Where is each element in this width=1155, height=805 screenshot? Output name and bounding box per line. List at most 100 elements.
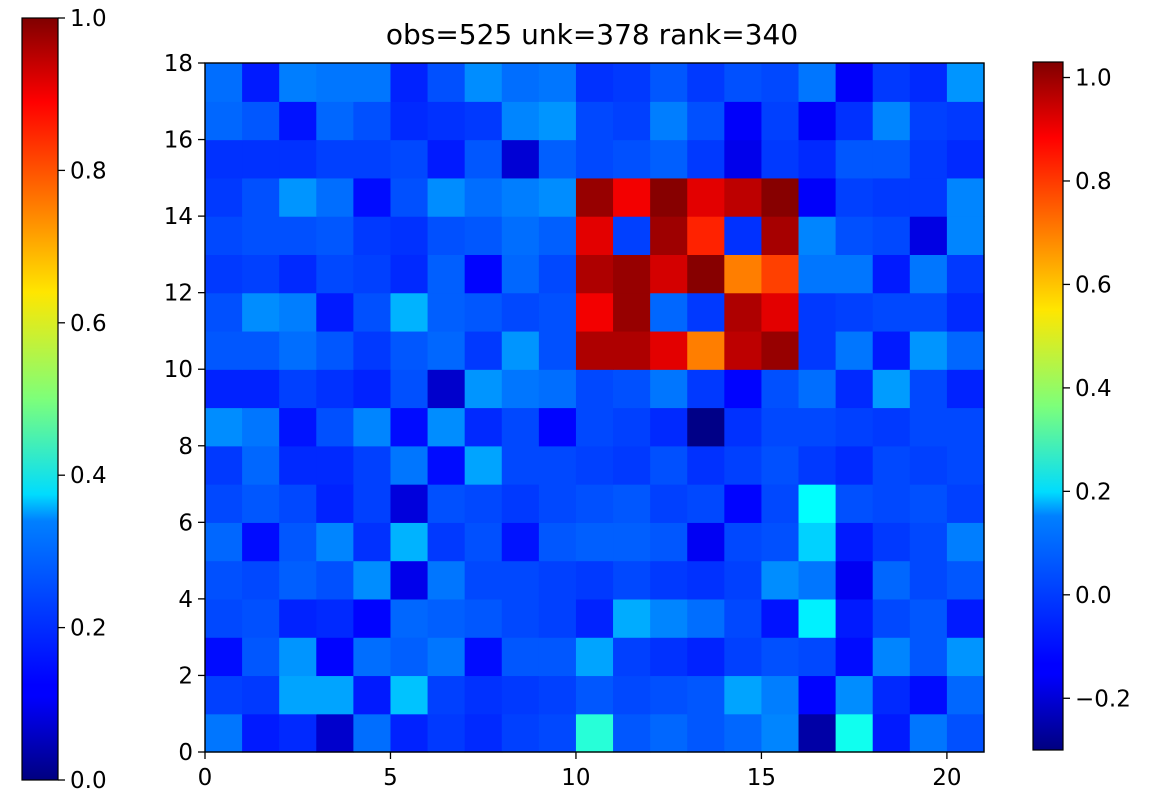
heatmap-cell (316, 713, 354, 753)
heatmap-cell (316, 637, 354, 677)
heatmap-cell (538, 560, 577, 600)
heatmap-cell (613, 522, 651, 562)
heatmap-cell (427, 675, 466, 715)
heatmap-cell (427, 177, 466, 217)
heatmap-cell (872, 101, 911, 141)
heatmap-cell (242, 177, 280, 217)
heatmap-cell (575, 216, 614, 255)
heatmap-cell (353, 522, 392, 562)
heatmap-cell (316, 675, 354, 715)
heatmap-cell (613, 292, 651, 332)
heatmap-cell (575, 484, 614, 523)
heatmap-cell (798, 522, 837, 562)
heatmap-cell (242, 63, 280, 102)
heatmap-cell (390, 216, 429, 255)
heatmap-cell (798, 254, 837, 294)
heatmap-cell (761, 101, 800, 141)
heatmap-cell (687, 330, 725, 370)
heatmap-cell (724, 713, 763, 753)
heatmap-cell (501, 484, 540, 523)
heatmap-cell (835, 407, 874, 447)
heatmap-cell (650, 484, 688, 523)
heatmap-cell (909, 445, 948, 485)
heatmap-cell (279, 177, 317, 217)
heatmap-cell (538, 63, 577, 102)
heatmap-cell (316, 484, 354, 523)
heatmap-cell (501, 675, 540, 715)
heatmap-cells (205, 63, 985, 753)
heatmap-cell (205, 330, 243, 370)
heatmap-cell (279, 560, 317, 600)
heatmap-cell (279, 675, 317, 715)
x-tick-label: 0 (198, 765, 213, 791)
heatmap-cell (390, 101, 429, 141)
heatmap-cell (205, 637, 243, 677)
heatmap-cell (724, 292, 763, 332)
heatmap-cell (687, 177, 725, 217)
y-axis-ticks: 0 2 4 6 8 10 12 14 16 18 (164, 51, 205, 766)
heatmap-cell (501, 216, 540, 255)
heatmap-cell (316, 598, 354, 638)
heatmap-cell (205, 101, 243, 141)
heatmap-cell (761, 330, 800, 370)
y-tick-label: 6 (178, 510, 193, 536)
heatmap-cell (390, 637, 429, 677)
heatmap-cell (205, 254, 243, 294)
heatmap-cell (353, 139, 392, 179)
heatmap-cell (316, 254, 354, 294)
heatmap-cell (946, 713, 985, 753)
y-tick-label: 12 (164, 281, 193, 307)
heatmap-cell (464, 177, 503, 217)
heatmap-cell (613, 484, 651, 523)
heatmap-cell (205, 560, 243, 600)
heatmap-cell (613, 254, 651, 294)
x-axis-ticks: 0 5 10 15 20 (198, 752, 962, 791)
x-tick-label: 15 (747, 765, 776, 791)
heatmap-cell (650, 216, 688, 255)
heatmap-cell (650, 675, 688, 715)
heatmap-cell (687, 445, 725, 485)
heatmap-cell (427, 254, 466, 294)
colorbar-tick-label: 0.2 (70, 616, 107, 642)
colorbar-tick-label: 0.2 (1075, 479, 1112, 505)
heatmap-cell (687, 292, 725, 332)
heatmap-cell (464, 139, 503, 179)
heatmap-cell (427, 101, 466, 141)
heatmap-cell (390, 445, 429, 485)
heatmap-cell (835, 598, 874, 638)
heatmap-cell (538, 675, 577, 715)
heatmap-cell (575, 101, 614, 141)
heatmap-cell (538, 330, 577, 370)
heatmap-cell (872, 216, 911, 255)
heatmap-cell (242, 637, 280, 677)
heatmap-cell (427, 139, 466, 179)
heatmap-cell (501, 713, 540, 753)
heatmap-cell (538, 445, 577, 485)
heatmap-cell (798, 598, 837, 638)
heatmap-cell (427, 637, 466, 677)
heatmap-cell (353, 484, 392, 523)
heatmap-cell (279, 598, 317, 638)
heatmap-cell (946, 522, 985, 562)
heatmap-cell (279, 484, 317, 523)
heatmap-cell (650, 369, 688, 409)
heatmap-cell (242, 445, 280, 485)
heatmap-cell (353, 637, 392, 677)
heatmap-cell (464, 63, 503, 102)
heatmap-cell (946, 216, 985, 255)
x-tick-label: 10 (561, 765, 590, 791)
heatmap-cell (205, 713, 243, 753)
heatmap-cell (279, 522, 317, 562)
heatmap-cell (798, 216, 837, 255)
heatmap-cell (798, 407, 837, 447)
heatmap-cell (613, 330, 651, 370)
heatmap-cell (909, 560, 948, 600)
heatmap-cell (613, 177, 651, 217)
heatmap-cell (279, 445, 317, 485)
heatmap-cell (761, 139, 800, 179)
heatmap-cell (909, 254, 948, 294)
heatmap-cell (316, 101, 354, 141)
heatmap-cell (575, 560, 614, 600)
heatmap-cell (872, 445, 911, 485)
heatmap-cell (464, 675, 503, 715)
